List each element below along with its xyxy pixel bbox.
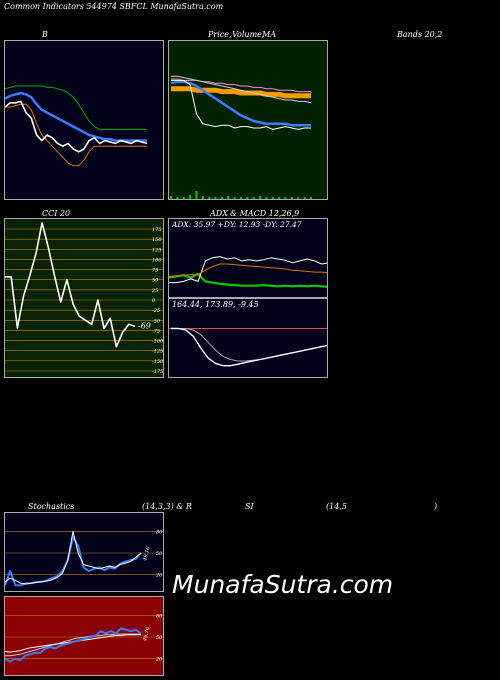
cci-chart: 175 150 125 100 75 50 25 0 -25 -50 -75 -100 -125 -150… <box>5 222 164 375</box>
volume-bar <box>310 197 312 199</box>
stoch-title-c: SI <box>245 502 254 511</box>
cci-tick-label: -50 <box>152 318 161 324</box>
bands-chart <box>5 85 148 167</box>
price-series-ma-grey <box>171 75 312 104</box>
volume-bar <box>227 196 230 199</box>
volume-bar <box>303 197 306 199</box>
adx-title-a: ADX <box>210 209 228 218</box>
volume-bar <box>208 197 211 199</box>
rsi-tick-label: 80 <box>156 613 163 619</box>
cci-panel: 175 150 125 100 75 50 25 0 -25 -50 -75 -100 -125 -150… <box>4 218 164 378</box>
macd-panel: 164.44, 173.89, -9.45 <box>168 298 328 378</box>
rsi-chart: 80 50 20 49.76 <box>5 613 163 663</box>
volume-bar <box>284 197 287 199</box>
price-series-ma-orange-band <box>171 86 311 99</box>
cci-tick-label: -75 <box>152 328 160 334</box>
stoch-chart: 80 50 20 49.16 <box>5 529 163 587</box>
price-title-c: MA <box>262 30 276 39</box>
cci-tick-label: 0 <box>152 298 156 304</box>
rsi-series-band-grey <box>5 633 141 657</box>
cci-tick-label: -25 <box>152 308 160 314</box>
volume-bar <box>201 196 204 199</box>
macd-series-macd <box>171 327 327 367</box>
stoch-series-d <box>5 530 142 585</box>
adx-chart <box>169 256 327 288</box>
macd-readout: 164.44, 173.89, -9.45 <box>172 300 259 309</box>
volume-bar <box>246 197 249 199</box>
volume-bar <box>170 196 172 199</box>
stoch-title-d: (14,5 <box>326 502 347 511</box>
volume-bar <box>252 197 255 199</box>
rsi-last-value: 49.76 <box>142 626 152 643</box>
price-series-ma-blue <box>170 80 311 127</box>
price-title-b: Volume, <box>232 30 265 39</box>
volume-bar <box>271 197 274 199</box>
stoch-last-value: 49.16 <box>142 545 152 562</box>
cci-tick-label: -150 <box>152 359 164 365</box>
volume-bar <box>265 197 268 199</box>
volume-bar <box>259 196 262 199</box>
adx-series-ADX <box>169 263 327 277</box>
rsi-tick-label: 50 <box>156 635 163 641</box>
stoch-panel: 80 50 20 49.16 <box>4 512 164 592</box>
bands-series-upper <box>5 85 147 130</box>
bands-title-left: B <box>42 30 48 39</box>
volume-bar <box>240 197 242 199</box>
stoch-tick-label: 20 <box>155 573 163 579</box>
bands-series-lower <box>5 103 147 167</box>
adx-panel: ADX: 35.97 +DY: 12.93 -DY: 27.47 <box>168 218 328 298</box>
rsi-panel: 80 50 20 49.76 <box>4 596 164 676</box>
volume-bar <box>290 197 293 199</box>
bands-panel <box>4 40 164 200</box>
rsi-tick-label: 20 <box>155 657 163 663</box>
stoch-title-a: Stochastics <box>28 502 75 511</box>
adx-series-minus-DY <box>169 256 327 284</box>
volume-bar <box>233 197 236 199</box>
cci-tick-label: 50 <box>152 278 159 284</box>
cci-last-value: -69 <box>138 321 151 330</box>
cci-tick-label: 100 <box>152 257 162 263</box>
adx-series-plusminus-DY <box>169 272 327 288</box>
stoch-series-k <box>5 536 142 587</box>
volume-bar <box>214 197 217 199</box>
cci-tick-label: 75 <box>152 268 158 274</box>
volume-bar <box>297 197 300 199</box>
volume-bar <box>176 197 179 199</box>
cci-title: CCI 20 <box>42 209 71 218</box>
macd-chart <box>169 327 327 367</box>
price-chart <box>170 75 312 199</box>
price-panel <box>168 40 328 200</box>
adx-readout: ADX: 35.97 +DY: 12.93 -DY: 27.47 <box>172 220 302 229</box>
cci-tick-label: 125 <box>152 247 162 253</box>
adx-title-b: & MACD 12,26,9 <box>230 209 300 218</box>
volume-bar <box>278 197 281 199</box>
stoch-title-e: ) <box>434 502 438 511</box>
price-title-a: Price, <box>208 30 232 39</box>
cci-tick-label: -100 <box>152 339 164 345</box>
stoch-title-b: (14,3,3) & R <box>142 502 192 511</box>
page-header-title: Common Indicators 544974 SBFCL MunafaSut… <box>4 2 224 11</box>
rsi-series-rsi <box>5 627 142 663</box>
cci-series-cci <box>5 222 136 348</box>
price-series-price <box>171 79 311 130</box>
volume-bar <box>182 197 185 199</box>
bands-series-price <box>5 100 148 153</box>
volume-bar <box>195 191 198 199</box>
rsi-series-band-white <box>5 634 141 653</box>
cci-tick-label: 150 <box>152 237 162 243</box>
cci-tick-label: 25 <box>151 288 158 294</box>
macd-series-signal <box>171 328 327 362</box>
bands-title-right: Bands 20,2 <box>397 30 443 39</box>
cci-tick-label: 175 <box>152 227 162 233</box>
cci-tick-label: -125 <box>152 349 163 355</box>
watermark: MunafaSutra.com <box>172 570 394 599</box>
stoch-tick-label: 80 <box>156 529 163 535</box>
volume-bar <box>189 195 192 199</box>
cci-tick-label: -175 <box>152 369 163 375</box>
volume-bar <box>220 197 223 199</box>
stoch-tick-label: 50 <box>156 551 163 557</box>
